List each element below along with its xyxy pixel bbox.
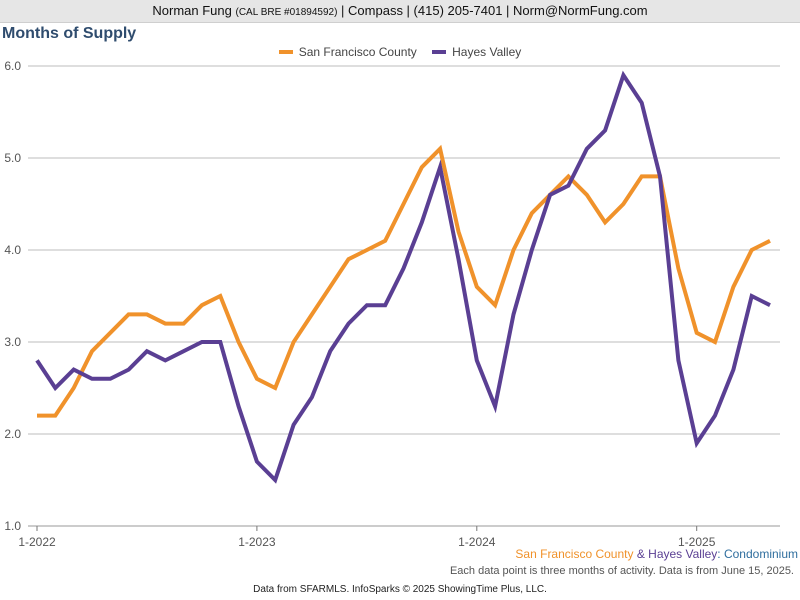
agent-contact-bar: Norman Fung (CAL BRE #01894592) | Compas… — [0, 0, 800, 23]
data-note: Each data point is three months of activ… — [449, 565, 794, 577]
x-tick-label: 1-2025 — [678, 535, 716, 549]
agent-license: (CAL BRE #01894592) — [235, 7, 338, 18]
agent-contact-details: | Compass | (415) 205-7401 | Norm@NormFu… — [341, 3, 648, 18]
series-layer — [35, 70, 771, 484]
legend-swatch-hayes — [432, 49, 447, 54]
legend-label-sf: San Francisco County — [298, 45, 417, 59]
chart-title: Months of Supply — [2, 25, 137, 42]
y-tick-label: 2.0 — [4, 427, 21, 441]
chart-caption: San Francisco County & Hayes Valley: Con… — [515, 547, 798, 561]
data-source-footer: Data from SFARMLS. InfoSparks © 2025 Sho… — [253, 584, 547, 595]
legend-item-hayes: Hayes Valley — [432, 45, 521, 59]
series-line-sf-county — [37, 144, 771, 418]
caption-hayes: Hayes Valley — [648, 547, 718, 561]
y-tick-label: 3.0 — [4, 335, 21, 349]
caption-sf: San Francisco County — [515, 547, 634, 561]
y-tick-label: 5.0 — [4, 151, 21, 165]
chart-legend: San Francisco County Hayes Valley — [0, 45, 800, 59]
series-line-hayes-valley — [35, 70, 771, 484]
grid-layer — [28, 65, 780, 435]
legend-label-hayes: Hayes Valley — [452, 45, 522, 59]
caption-property-type: : Condominium — [717, 547, 798, 561]
y-tick-label: 6.0 — [4, 59, 21, 73]
legend-item-sf: San Francisco County — [278, 45, 417, 59]
legend-swatch-sf — [278, 49, 293, 54]
x-tick-label: 1-2022 — [18, 535, 56, 549]
x-tick-label: 1-2023 — [238, 535, 276, 549]
caption-amp: & — [633, 547, 649, 561]
y-tick-label: 4.0 — [4, 243, 21, 257]
axis-layer: 1.0 2.0 3.0 4.0 5.0 6.0 1-2022 1-2023 1-2024 1-20… — [4, 59, 780, 549]
x-tick-label: 1-2024 — [458, 535, 496, 549]
agent-name: Norman Fung — [152, 3, 232, 18]
y-tick-label: 1.0 — [4, 519, 21, 533]
